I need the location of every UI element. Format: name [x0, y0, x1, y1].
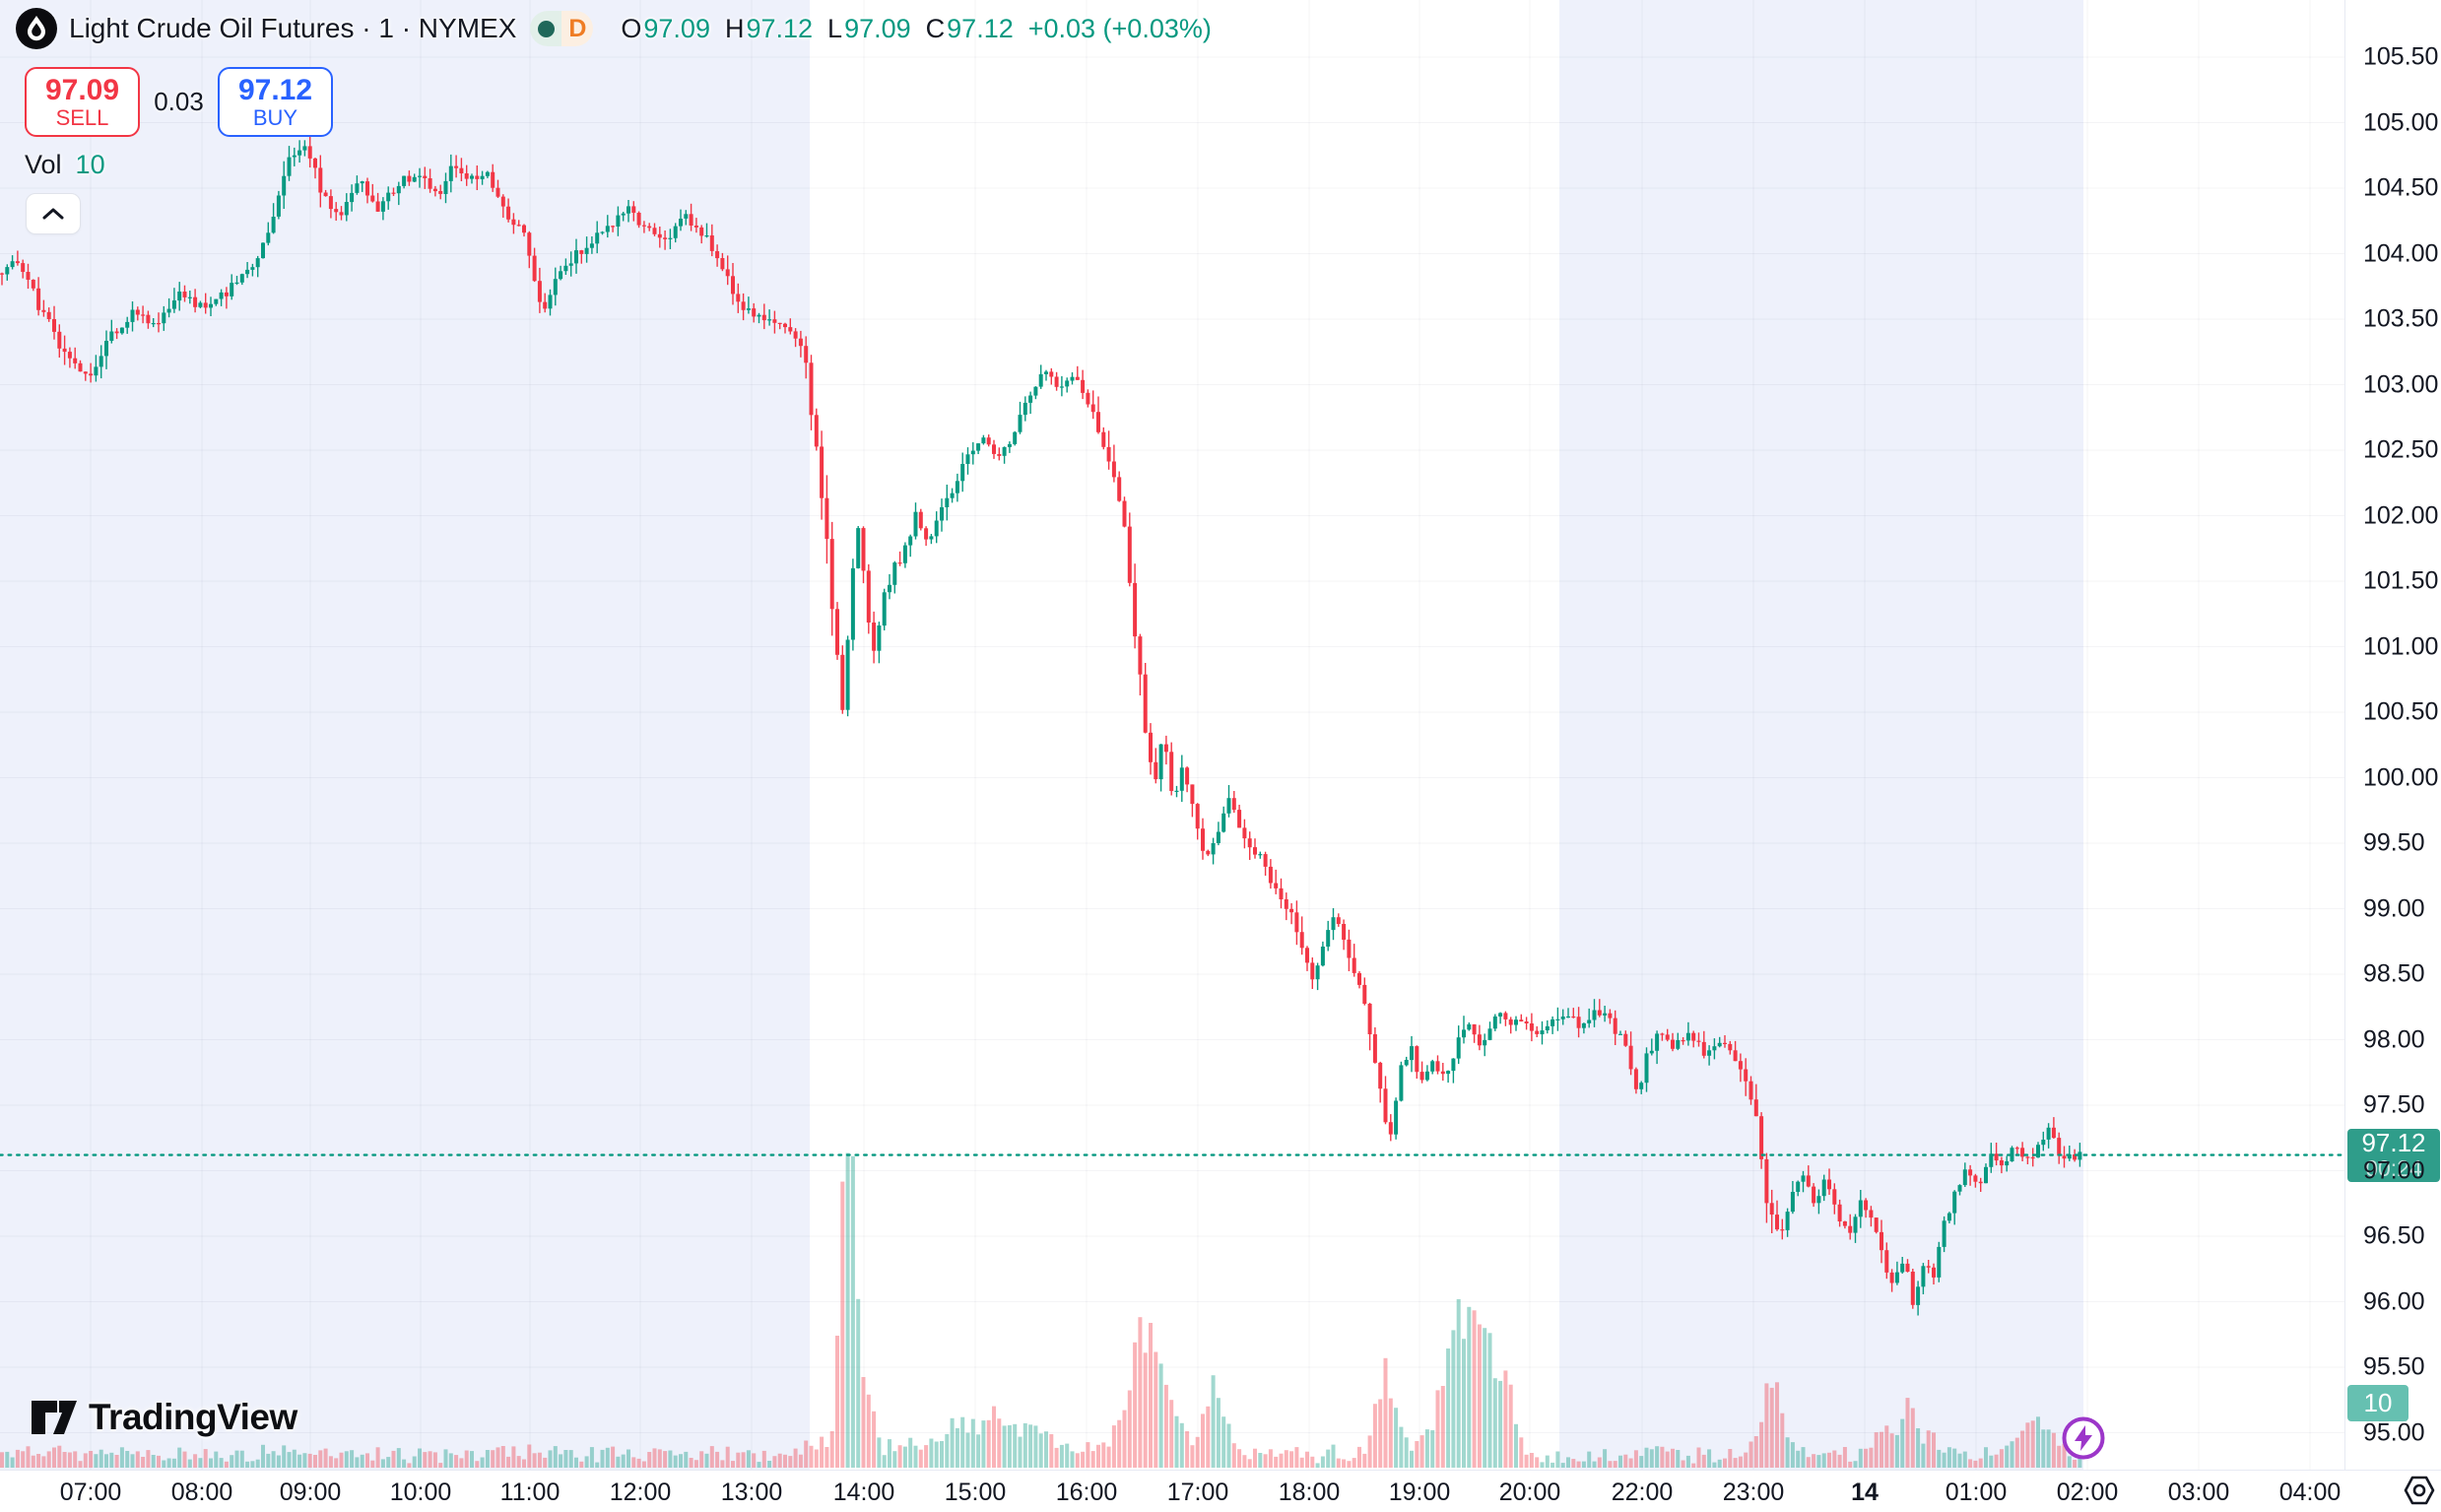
status-pill: D [530, 11, 594, 46]
time-tick-label: 23:00 [1722, 1479, 1785, 1506]
time-tick-label: 15:00 [944, 1479, 1007, 1506]
price-tick-label: 99.50 [2363, 828, 2425, 857]
market-status-icon [537, 20, 555, 37]
sell-button[interactable]: 97.09 SELL [25, 67, 140, 137]
price-tick-label: 103.00 [2363, 370, 2439, 398]
time-tick-label: 16:00 [1055, 1479, 1118, 1506]
time-tick-label: 02:00 [2056, 1479, 2119, 1506]
buy-price: 97.12 [237, 74, 313, 107]
price-tick-label: 101.50 [2363, 566, 2439, 595]
last-price: 97.12 [2361, 1128, 2426, 1158]
time-tick-label: 19:00 [1388, 1479, 1451, 1506]
axis-settings-gear-icon[interactable] [2402, 1474, 2437, 1507]
price-tick-label: 97.50 [2363, 1090, 2425, 1119]
interval-badge: D [561, 11, 594, 46]
time-tick-label: 14 [1851, 1479, 1879, 1506]
price-tick-label: 95.50 [2363, 1352, 2425, 1381]
price-tick-label: 97.00 [2363, 1156, 2425, 1184]
time-tick-label: 18:00 [1278, 1479, 1341, 1506]
time-tick-label: 04:00 [2278, 1479, 2342, 1506]
price-tick-label: 103.50 [2363, 304, 2439, 333]
low-value: 97.09 [844, 13, 911, 43]
watermark-text: TradingView [89, 1397, 297, 1437]
volume-layer [0, 1152, 2082, 1468]
sell-price: 97.09 [44, 74, 120, 107]
tradingview-attribution-link[interactable]: TradingView [30, 1397, 297, 1438]
chevron-up-icon [42, 208, 64, 220]
time-tick-label: 03:00 [2167, 1479, 2230, 1506]
price-tick-label: 100.00 [2363, 763, 2439, 791]
bar-countdown: 00:24 [2365, 1155, 2422, 1182]
ohlc-readout: O 97.09 H 97.12 L 97.09 C 97.12 +0.03 (+0.03… [621, 13, 1212, 43]
price-tick-label: 96.00 [2363, 1287, 2425, 1315]
high-value: 97.12 [746, 13, 814, 43]
time-tick-label: 01:00 [1945, 1479, 2008, 1506]
price-tick-label: 101.00 [2363, 632, 2439, 660]
buy-button[interactable]: 97.12 BUY [218, 67, 333, 137]
price-tick-label: 95.00 [2363, 1418, 2425, 1446]
symbol-title[interactable]: Light Crude Oil Futures · 1 · NYMEX [69, 13, 517, 43]
time-axis[interactable]: 07:00 08:00 09:00 10:00 11:00 12:00 13:00 14:00… [0, 1470, 2441, 1512]
collapse-panel-button[interactable] [26, 193, 81, 234]
price-tick-label: 99.00 [2363, 894, 2425, 922]
time-tick-label: 12:00 [609, 1479, 672, 1506]
time-tick-label: 22:00 [1611, 1479, 1674, 1506]
price-tick-label: 100.50 [2363, 697, 2439, 726]
time-tick-label: 11:00 [499, 1479, 561, 1506]
price-tick-label: 96.50 [2363, 1221, 2425, 1250]
time-tick-label: 07:00 [59, 1479, 122, 1506]
time-tick-label: 14:00 [832, 1479, 895, 1506]
volume-legend-value: 10 [75, 150, 105, 179]
price-tick-label: 105.00 [2363, 108, 2439, 136]
time-tick-label: 17:00 [1166, 1479, 1229, 1506]
time-tick-label: 10:00 [389, 1479, 452, 1506]
price-tick-label: 102.50 [2363, 435, 2439, 464]
price-tick-label: 104.50 [2363, 173, 2439, 202]
price-tick-label: 105.50 [2363, 42, 2439, 71]
spread-value: 0.03 [154, 87, 204, 116]
session-band [1559, 0, 2083, 1470]
price-tick-label: 102.00 [2363, 501, 2439, 529]
last-price-badge: 97.12 00:24 [2347, 1128, 2440, 1182]
lightning-bolt-button[interactable] [2061, 1415, 2106, 1461]
candlestick-chart [0, 0, 2344, 1470]
session-band [0, 0, 810, 1470]
tradingview-logo-icon [32, 1401, 77, 1434]
price-tick-label: 98.00 [2363, 1025, 2425, 1053]
price-tick-label: 98.50 [2363, 959, 2425, 988]
close-value: 97.12 [947, 13, 1014, 43]
time-tick-label: 20:00 [1498, 1479, 1561, 1506]
price-tick-label: 104.00 [2363, 239, 2439, 267]
change-value: +0.03 (+0.03%) [1027, 13, 1212, 43]
candles-layer [0, 134, 2082, 1316]
volume-legend: Vol 10 [25, 150, 105, 179]
open-value: 97.09 [643, 13, 710, 43]
volume-axis-badge: 10 [2347, 1385, 2408, 1421]
order-panel: 97.09 SELL 0.03 97.12 BUY [25, 67, 333, 137]
symbol-logo-oil-icon [16, 8, 57, 49]
time-tick-label: 13:00 [720, 1479, 783, 1506]
price-axis[interactable]: 97.12 00:24 10 105.50 105.00 104.50 104.00 1… [2344, 0, 2441, 1470]
time-tick-label: 08:00 [170, 1479, 233, 1506]
time-tick-label: 09:00 [279, 1479, 342, 1506]
